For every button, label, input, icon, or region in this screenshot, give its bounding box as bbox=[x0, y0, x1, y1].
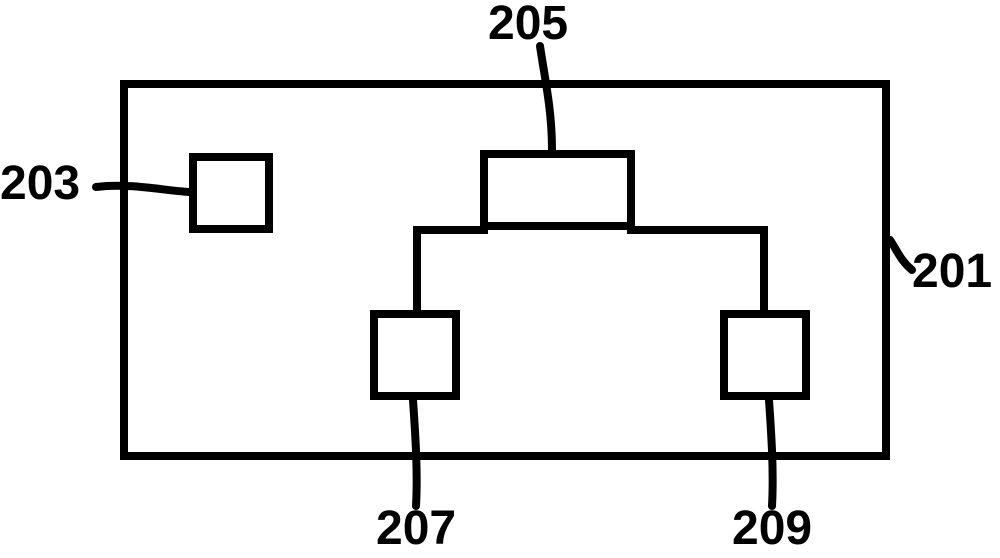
leader-209 bbox=[0, 0, 1000, 558]
